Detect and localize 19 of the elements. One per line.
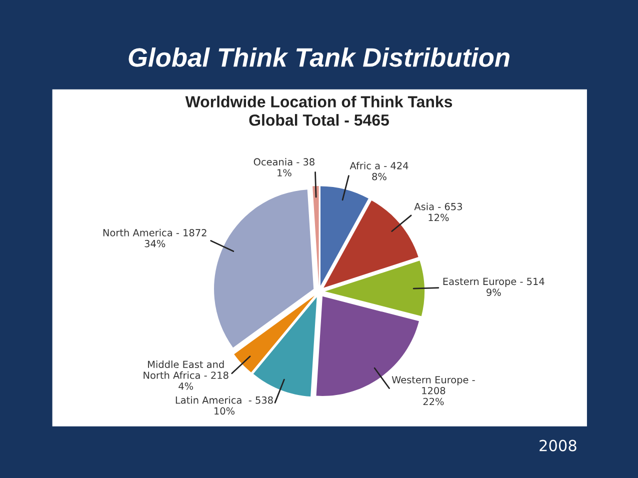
slice-label: Asia - 653	[414, 202, 462, 210]
data-label: 1%	[278, 169, 292, 176]
data-label: 9%	[486, 288, 501, 296]
data-label: 34%	[144, 240, 166, 248]
slice-label: Western Europe - 1208	[392, 376, 475, 394]
slice-label: Eastern Europe - 514	[443, 278, 544, 287]
slice-label: Latin America - 538	[176, 396, 273, 404]
slice-label: Afric a - 424	[350, 162, 408, 170]
slice-label: Middle East and North Africa - 218	[144, 360, 228, 379]
chart-subtitle: Worldwide Location of Think Tanks Global Total - 5465	[185, 96, 452, 126]
data-label: 10%	[214, 407, 235, 415]
data-label: 22%	[423, 398, 444, 406]
data-label: 12%	[428, 214, 449, 222]
chart-title: Global Think Tank Distribution	[128, 47, 510, 67]
slice-label: North America - 1872	[103, 228, 206, 236]
slice-label: Oceania - 38	[254, 158, 314, 166]
data-label: 8%	[372, 172, 386, 180]
text: 2008	[540, 440, 576, 452]
data-label: 4%	[178, 382, 194, 390]
